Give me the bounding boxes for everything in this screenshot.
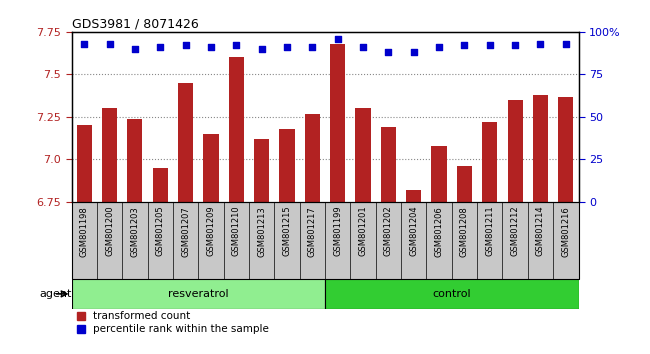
Point bbox=[180, 42, 191, 48]
Bar bbox=[127, 119, 142, 202]
Point bbox=[282, 44, 293, 50]
Point bbox=[79, 41, 90, 47]
Point bbox=[358, 44, 369, 50]
Text: GSM801205: GSM801205 bbox=[156, 206, 164, 256]
Point bbox=[332, 36, 343, 41]
Point bbox=[536, 41, 546, 47]
Text: GSM801209: GSM801209 bbox=[207, 206, 215, 256]
Point bbox=[384, 50, 394, 55]
Text: GSM801202: GSM801202 bbox=[384, 206, 393, 256]
Bar bbox=[533, 95, 548, 202]
Bar bbox=[356, 108, 370, 202]
Text: GSM801215: GSM801215 bbox=[283, 206, 291, 256]
Point bbox=[256, 46, 267, 52]
Bar bbox=[254, 139, 269, 202]
Text: GSM801217: GSM801217 bbox=[308, 206, 317, 257]
Text: GSM801204: GSM801204 bbox=[410, 206, 418, 256]
Text: GSM801213: GSM801213 bbox=[257, 206, 266, 257]
Bar bbox=[482, 122, 497, 202]
Text: GSM801212: GSM801212 bbox=[511, 206, 519, 256]
Text: GSM801214: GSM801214 bbox=[536, 206, 545, 256]
Point bbox=[510, 42, 520, 48]
Bar bbox=[102, 108, 117, 202]
Bar bbox=[330, 44, 345, 202]
Point bbox=[205, 44, 216, 50]
Text: GSM801207: GSM801207 bbox=[181, 206, 190, 257]
Bar bbox=[558, 97, 573, 202]
Text: GSM801206: GSM801206 bbox=[435, 206, 443, 257]
Text: GSM801199: GSM801199 bbox=[333, 206, 342, 256]
Point bbox=[409, 50, 419, 55]
Point bbox=[485, 42, 495, 48]
Bar bbox=[72, 279, 325, 309]
Point bbox=[307, 44, 317, 50]
Text: GSM801198: GSM801198 bbox=[80, 206, 88, 257]
Bar bbox=[305, 114, 320, 202]
Bar bbox=[153, 168, 168, 202]
Text: GSM801200: GSM801200 bbox=[105, 206, 114, 256]
Text: GDS3981 / 8071426: GDS3981 / 8071426 bbox=[72, 18, 198, 31]
Text: GSM801210: GSM801210 bbox=[232, 206, 240, 256]
Legend: transformed count, percentile rank within the sample: transformed count, percentile rank withi… bbox=[77, 312, 269, 335]
Point bbox=[104, 41, 115, 47]
Text: GSM801203: GSM801203 bbox=[131, 206, 139, 257]
Text: GSM801201: GSM801201 bbox=[359, 206, 367, 256]
Bar bbox=[229, 57, 244, 202]
Point bbox=[434, 44, 445, 50]
Bar bbox=[178, 83, 193, 202]
Text: GSM801208: GSM801208 bbox=[460, 206, 469, 257]
Bar bbox=[508, 100, 523, 202]
Bar bbox=[381, 127, 396, 202]
Text: GSM801216: GSM801216 bbox=[562, 206, 570, 257]
Bar bbox=[432, 146, 447, 202]
Point bbox=[231, 42, 242, 48]
Text: agent: agent bbox=[39, 289, 72, 299]
Bar bbox=[406, 190, 421, 202]
Text: GSM801211: GSM801211 bbox=[486, 206, 494, 256]
Point bbox=[560, 41, 571, 47]
Bar bbox=[203, 134, 218, 202]
Text: control: control bbox=[432, 289, 471, 299]
Bar bbox=[280, 129, 294, 202]
Point bbox=[129, 46, 140, 52]
Bar bbox=[77, 125, 92, 202]
Point bbox=[155, 44, 165, 50]
Bar bbox=[325, 279, 578, 309]
Point bbox=[459, 42, 469, 48]
Text: resveratrol: resveratrol bbox=[168, 289, 229, 299]
Bar bbox=[457, 166, 472, 202]
